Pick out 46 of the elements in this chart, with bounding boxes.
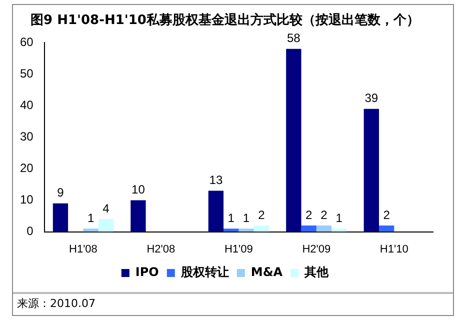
data-label: 4 [102, 202, 110, 216]
y-tick-label: 40 [20, 98, 34, 112]
data-label: 2 [258, 208, 266, 222]
bar [238, 228, 254, 232]
bar [52, 203, 68, 232]
x-tick-label: H1'08 [69, 243, 98, 256]
data-label: 1 [87, 210, 94, 225]
data-label: 1 [336, 210, 343, 225]
source-note: 来源：2010.07 [13, 292, 453, 314]
bar [83, 228, 98, 232]
x-tick-label: H1'09 [224, 243, 253, 256]
bar [130, 200, 146, 232]
legend-label: M&A [250, 265, 284, 280]
bar [364, 108, 379, 232]
y-tick-label: 10 [20, 192, 34, 207]
x-tick-label: H1'10 [380, 243, 408, 256]
y-tick-label: 30 [20, 130, 34, 144]
bar [332, 228, 347, 232]
legend-label: 其他 [304, 265, 330, 280]
data-label: 58 [286, 31, 301, 46]
bar [224, 228, 239, 232]
data-label: 13 [209, 173, 223, 188]
bar [98, 219, 114, 232]
y-tick-label: 50 [20, 66, 34, 80]
data-label: 2 [320, 208, 328, 222]
data-label: 1 [228, 210, 235, 225]
y-tick-label: 60 [20, 34, 34, 49]
y-tick-label: 0 [26, 224, 34, 238]
y-tick-label: 20 [20, 161, 34, 176]
x-tick-label: H2'08 [146, 243, 176, 256]
chart-title: 图9 H1'08-H1'10私募股权基金退出方式比较（按退出笔数，个） [30, 12, 420, 28]
data-label: 2 [305, 208, 312, 222]
data-label: 1 [242, 210, 250, 225]
legend-label: IPO [135, 265, 159, 280]
x-tick-label: H2'09 [302, 243, 331, 256]
bar [316, 225, 332, 232]
legend-label: 股权转让 [180, 265, 229, 280]
bar [378, 225, 394, 232]
bar [254, 225, 269, 232]
bar [286, 48, 302, 232]
data-label: 39 [364, 91, 378, 106]
data-label: 9 [57, 186, 64, 200]
data-label: 10 [132, 182, 146, 197]
bar [208, 190, 224, 232]
bar [301, 225, 316, 232]
data-label: 2 [383, 208, 390, 222]
